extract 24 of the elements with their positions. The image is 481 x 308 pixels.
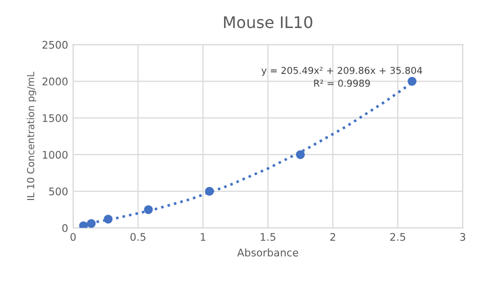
x-tick-label: 3 — [460, 232, 466, 241]
annotation: R² = 0.9989 — [314, 80, 370, 87]
y-tick-label: 0 — [62, 224, 68, 232]
annotation: y = 205.49x² + 209.86x + 35.804 — [262, 66, 422, 76]
x-tick-label: 1.5 — [260, 233, 276, 241]
x-tick-label: 1 — [200, 233, 206, 241]
y-tick-label: 1000 — [42, 150, 68, 159]
point — [296, 150, 305, 160]
x-tick-label: 0 — [70, 232, 76, 241]
x-tick-label: 2 — [330, 232, 336, 241]
chart-title: Mouse IL10 — [224, 16, 312, 28]
point — [205, 186, 214, 196]
point — [408, 76, 416, 86]
y-tick-label: 2500 — [42, 40, 68, 49]
y-tick-label: 500 — [49, 187, 68, 196]
point — [104, 214, 113, 224]
x-tick-label: 0.5 — [130, 232, 146, 241]
x-tick-label: 2.5 — [390, 232, 406, 241]
x-axis-title: Absorbance — [237, 248, 298, 256]
point — [144, 205, 153, 214]
point — [86, 219, 96, 228]
y-tick-label: 2000 — [42, 78, 68, 86]
y-tick-label: 1500 — [42, 114, 68, 122]
y-axis-title: IL 10 Concentration pg/mL — [26, 72, 36, 200]
